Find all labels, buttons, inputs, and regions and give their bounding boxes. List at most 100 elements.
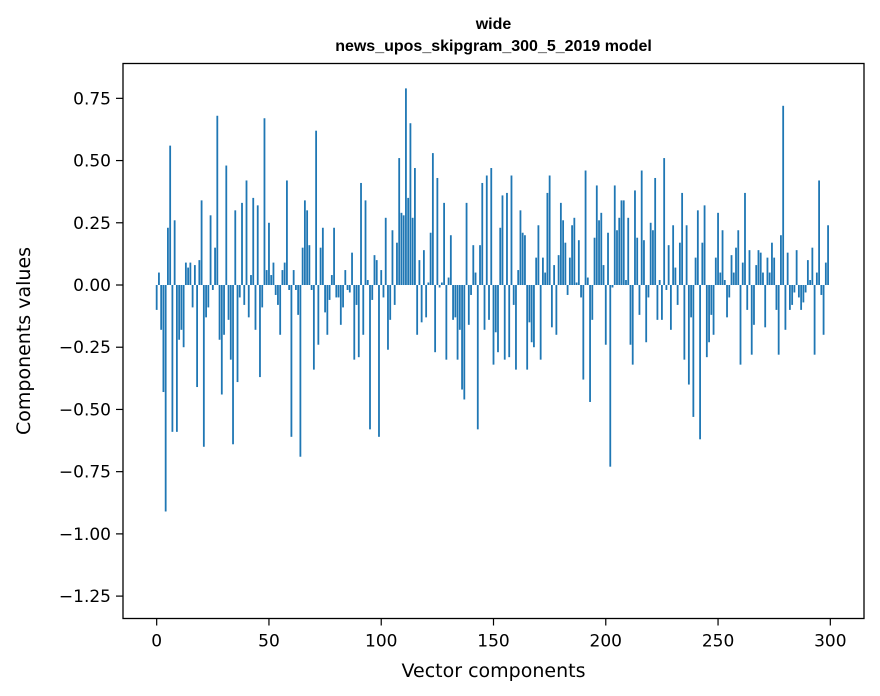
bar [360,182,362,285]
bar [616,230,618,285]
bar [369,285,371,430]
bar [699,285,701,440]
bar [703,205,706,285]
bar [669,285,672,330]
bar [820,285,823,295]
bar [521,232,524,285]
bar [467,285,470,325]
bar [303,200,306,285]
bar [762,272,764,285]
bar [380,270,383,285]
bar [661,285,663,320]
bar [584,170,587,285]
bar [741,262,744,285]
y-tick-label: 0.00 [73,276,111,296]
bar [544,272,547,285]
bar [173,220,176,285]
bar [337,285,340,298]
bar [454,285,457,318]
bar [272,262,275,285]
bar [678,242,681,285]
bar [396,242,398,285]
bar [683,285,686,360]
bar [196,285,198,388]
bar [494,285,497,333]
bar [407,197,410,285]
bar [236,285,239,383]
bar [310,285,313,290]
bar [512,285,515,305]
bar [333,227,335,285]
bar [479,245,481,285]
bar [555,285,558,335]
bar [398,158,401,285]
bar [445,285,448,360]
bar [216,115,219,285]
bar [658,280,661,285]
bar [827,225,829,285]
bar [191,285,194,308]
bar [465,202,468,285]
bar [342,285,344,308]
bar [207,285,210,308]
bar [815,272,818,285]
bar [607,232,609,285]
bar [582,285,585,380]
bar [409,123,412,285]
bar [575,282,578,285]
bar [559,202,562,285]
bar [328,285,331,300]
bar [229,285,232,360]
bar [705,285,708,358]
bar [768,272,771,285]
bar [225,165,228,285]
x-tick-label: 50 [258,632,280,652]
bar [793,285,796,293]
bar [259,285,261,378]
bar [452,285,454,320]
bar [797,285,800,298]
bar [692,285,695,417]
bar [238,285,241,298]
bar [344,270,347,285]
bar [290,285,293,437]
bar [517,270,520,285]
bar [178,285,181,340]
y-tick-label: 0.50 [73,152,111,172]
bar [786,252,789,285]
x-tick-label: 300 [814,632,846,652]
bar [443,202,445,285]
bar [339,285,342,325]
bar [402,215,405,286]
bar [508,285,511,358]
bar [485,175,488,286]
bar [164,285,167,512]
bar [577,240,580,285]
bar [634,190,636,285]
bar [795,250,798,285]
bar [184,262,187,285]
bar [234,210,237,285]
bar [811,247,814,285]
bar [568,257,571,286]
bar [515,285,517,370]
bar [708,285,710,343]
bar [346,285,349,290]
bar [315,130,318,285]
bar [384,217,387,285]
bar [463,285,466,400]
bar [701,242,704,285]
bar [613,185,616,285]
bar [312,285,315,370]
bar [476,285,479,430]
bar [167,227,169,285]
bar [501,195,504,286]
bar [456,285,459,360]
bar [510,175,513,286]
bar [804,285,807,293]
bar [789,285,791,310]
bar [265,270,268,285]
bar [654,177,657,285]
bar [685,225,688,285]
